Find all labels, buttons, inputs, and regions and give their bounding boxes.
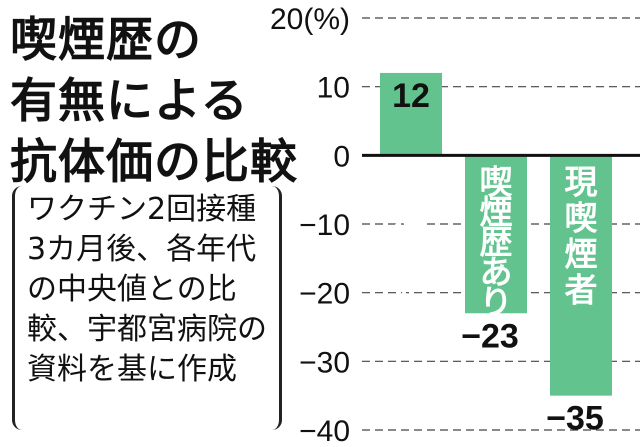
category-label-char: 歴	[395, 222, 428, 261]
category-label-char: 喫	[480, 162, 513, 201]
y-tick-label: −10	[299, 209, 350, 242]
category-label-char: 者	[565, 270, 598, 309]
data-label: −23	[461, 317, 519, 355]
category-label-char: 現	[565, 162, 598, 201]
category-label-char: 煙	[395, 192, 428, 231]
data-label: −35	[546, 400, 604, 438]
y-tick-label: −30	[299, 346, 350, 379]
bar	[465, 155, 527, 314]
category-label-char: し	[395, 282, 428, 321]
category-label-char: 喫	[565, 198, 598, 237]
category-label-char: 喫	[395, 162, 428, 201]
category-label-char: な	[395, 252, 428, 291]
y-tick-label: 0	[333, 140, 350, 173]
data-label: 12	[392, 77, 430, 115]
title-line-2: 有無による	[10, 74, 249, 129]
category-label-char: 煙	[565, 234, 598, 273]
category-label-char: あ	[480, 252, 513, 291]
title-line-1: 喫煙歴の	[10, 13, 202, 68]
y-tick-label: 20(%)	[270, 3, 350, 36]
y-tick-label: 10	[317, 72, 350, 105]
bar	[380, 72, 442, 156]
y-tick-label: −40	[299, 415, 350, 447]
category-label-char: 煙	[480, 192, 513, 231]
category-label-char: り	[480, 282, 513, 321]
y-tick-label: −20	[299, 278, 350, 311]
source-note: ワクチン2回接種3カ月後、各年代の中央値との比較、宇都宮病院の資料を基に作成	[12, 186, 282, 430]
title-line-3: 抗体価の比較	[10, 135, 298, 190]
bar	[550, 155, 612, 396]
chart-title: 喫煙歴の 有無による 抗体価の比較	[10, 10, 298, 193]
category-label-char: 歴	[480, 222, 513, 261]
